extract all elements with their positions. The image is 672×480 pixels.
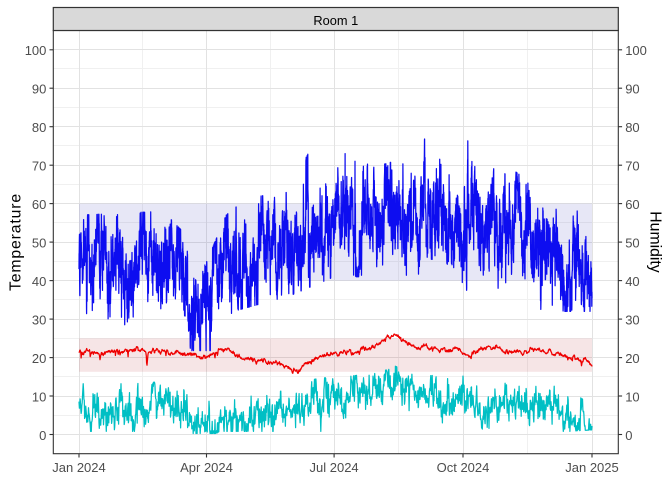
svg-text:Jan 2024: Jan 2024	[52, 460, 106, 475]
svg-text:10: 10	[625, 389, 639, 404]
svg-text:70: 70	[32, 159, 46, 174]
svg-text:0: 0	[625, 428, 632, 443]
svg-text:Oct 2024: Oct 2024	[437, 460, 490, 475]
svg-text:50: 50	[32, 236, 46, 251]
svg-text:90: 90	[32, 82, 46, 97]
svg-text:100: 100	[625, 43, 647, 58]
svg-text:10: 10	[32, 389, 46, 404]
svg-text:30: 30	[625, 313, 639, 328]
svg-text:80: 80	[625, 120, 639, 135]
svg-text:Room 1: Room 1	[313, 13, 358, 28]
svg-text:Jan 2025: Jan 2025	[565, 460, 619, 475]
svg-text:20: 20	[32, 351, 46, 366]
svg-text:Temperature: Temperature	[7, 193, 24, 291]
svg-text:40: 40	[625, 274, 639, 289]
svg-text:0: 0	[39, 428, 46, 443]
svg-text:Jul 2024: Jul 2024	[310, 460, 359, 475]
svg-text:30: 30	[32, 313, 46, 328]
svg-text:20: 20	[625, 351, 639, 366]
svg-text:70: 70	[625, 159, 639, 174]
svg-text:80: 80	[32, 120, 46, 135]
svg-text:60: 60	[625, 197, 639, 212]
svg-text:100: 100	[25, 43, 47, 58]
svg-text:50: 50	[625, 236, 639, 251]
svg-text:60: 60	[32, 197, 46, 212]
svg-text:Apr 2024: Apr 2024	[180, 460, 233, 475]
svg-text:90: 90	[625, 82, 639, 97]
svg-text:Humidity: Humidity	[647, 211, 664, 273]
svg-text:40: 40	[32, 274, 46, 289]
